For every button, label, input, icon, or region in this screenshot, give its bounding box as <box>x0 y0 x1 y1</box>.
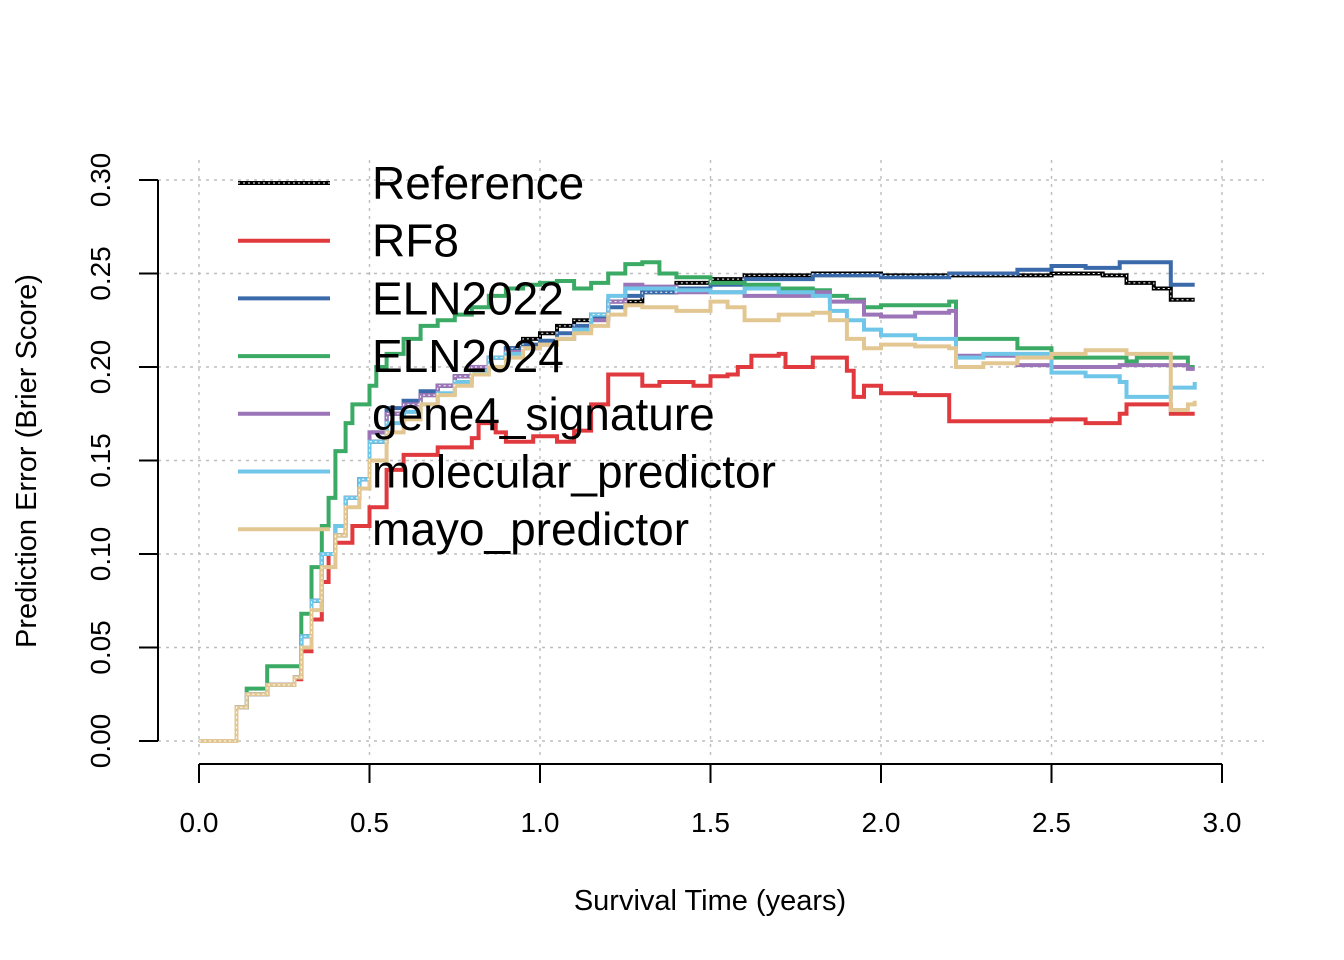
x-tick-label: 0.5 <box>350 807 389 838</box>
y-tick-label: 0.25 <box>85 246 116 301</box>
y-tick-label: 0.30 <box>85 153 116 208</box>
y-tick-label: 0.00 <box>85 714 116 769</box>
x-tick-label: 2.5 <box>1032 807 1071 838</box>
y-axis-label: Prediction Error (Brier Score) <box>11 274 43 648</box>
legend-label-mayo-predictor: mayo_predictor <box>372 503 689 555</box>
x-tick-label: 0.0 <box>180 807 219 838</box>
legend-label-gene4-signature: gene4_signature <box>372 388 715 440</box>
series-line-mayo-predictor <box>199 299 1197 743</box>
grid <box>158 160 1264 758</box>
x-tick-label: 1.0 <box>521 807 560 838</box>
y-axis: 0.00 0.05 0.10 0.15 0.20 0.25 0.30 <box>85 153 159 769</box>
legend-label-rf8: RF8 <box>372 215 459 267</box>
legend-label-molecular-predictor: molecular_predictor <box>372 446 776 498</box>
series-layer <box>199 260 1197 743</box>
x-tick-label: 3.0 <box>1203 807 1242 838</box>
legend-label-eln2022: ELN2022 <box>372 272 564 324</box>
x-tick-label: 2.0 <box>862 807 901 838</box>
reference-dotted-overlay <box>199 273 1195 742</box>
series-line-eln2024 <box>199 260 1195 743</box>
y-tick-label: 0.05 <box>85 620 116 675</box>
series-line-rf8 <box>199 351 1195 743</box>
y-tick-label: 0.10 <box>85 527 116 582</box>
x-tick-label: 1.5 <box>691 807 730 838</box>
series-line-eln2022 <box>199 260 1195 743</box>
x-axis: 0.0 0.5 1.0 1.5 2.0 2.5 3.0 <box>180 763 1242 838</box>
x-axis-label: Survival Time (years) <box>574 885 846 917</box>
legend-label-eln2024: ELN2024 <box>372 330 564 382</box>
y-tick-label: 0.20 <box>85 340 116 395</box>
y-tick-label: 0.15 <box>85 433 116 488</box>
legend-label-reference: Reference <box>372 157 584 209</box>
